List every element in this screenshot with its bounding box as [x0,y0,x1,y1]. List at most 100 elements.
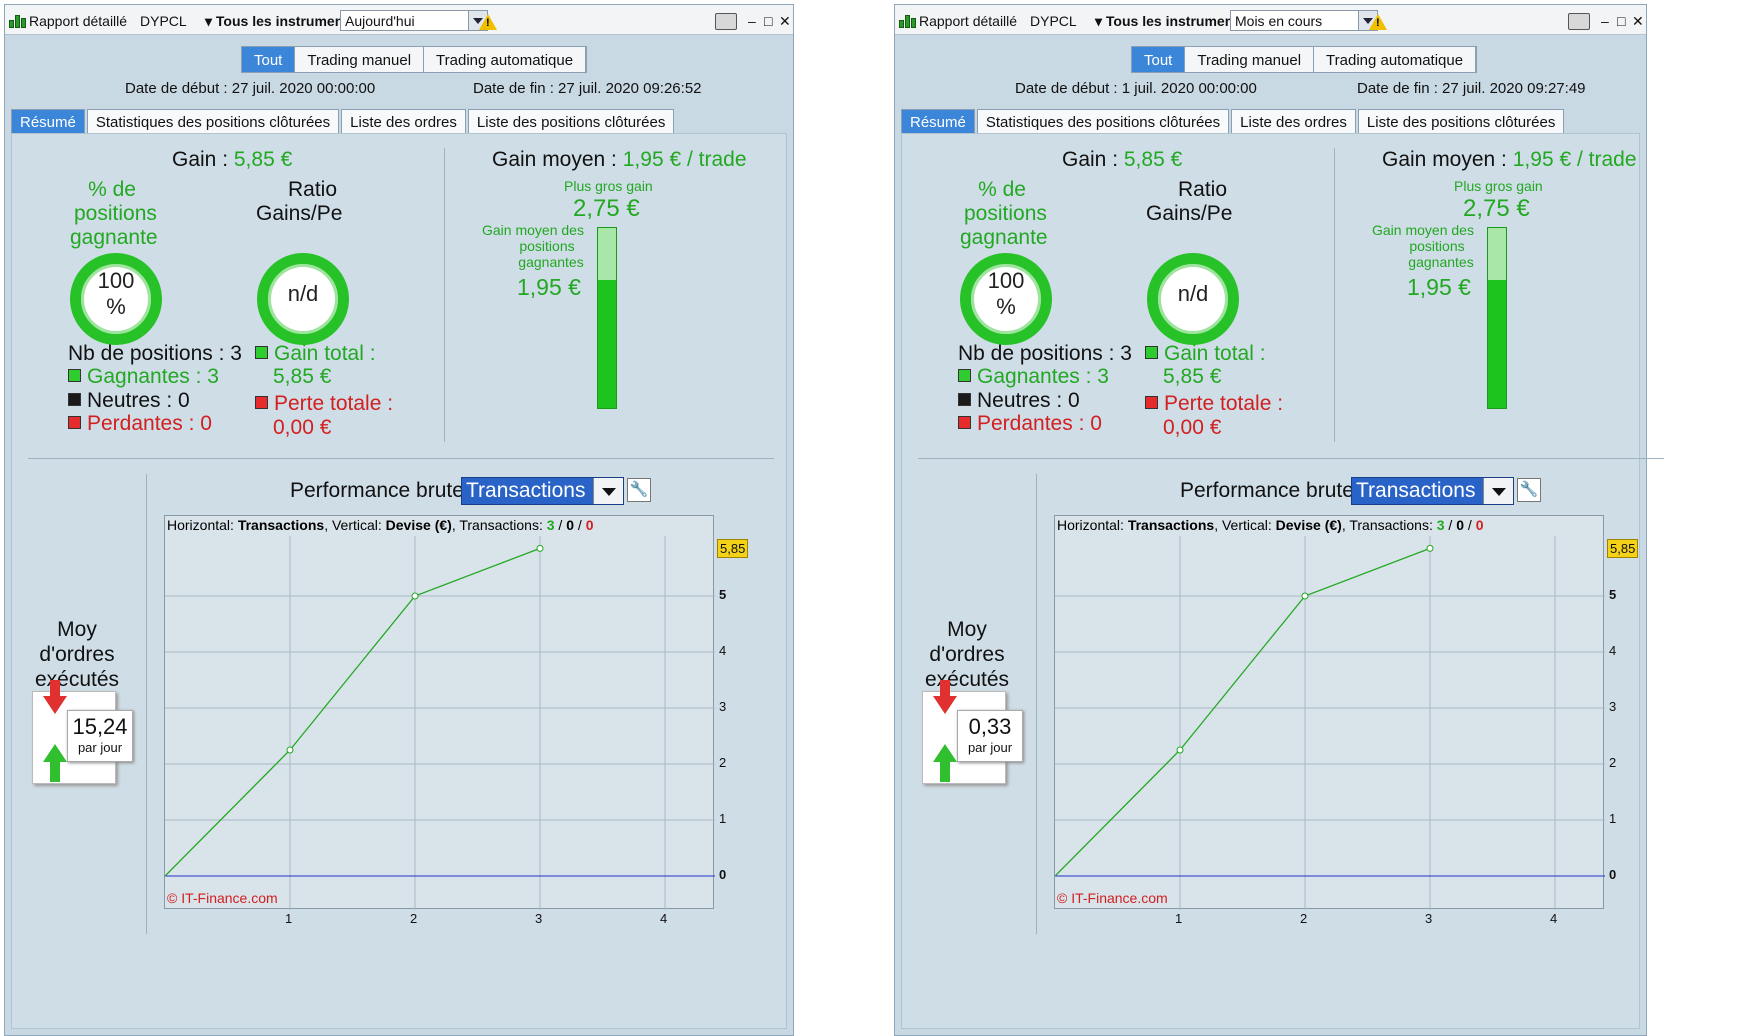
chevron-down-icon[interactable] [593,478,623,504]
gain-total-label: Gain total : [274,342,376,365]
chart-header: Horizontal: Transactions, Vertical: Devi… [1057,517,1483,533]
end-date: Date de fin : 27 juil. 2020 09:27:49 [1357,80,1586,97]
chart-head-4: Devise (€) [385,517,452,533]
symbol-label[interactable]: DYPCL [140,13,187,29]
perf-label: Performance brute [290,479,464,502]
moy-label-2: d'ordres [39,643,115,666]
warning-icon[interactable]: ! [479,14,497,30]
ratio-label-1: Ratio [288,178,338,201]
tab-tout[interactable]: Tout [242,47,296,72]
gain-moyen-pos-3: gagnantes [1408,254,1474,270]
chart-head-neutral: 0 [566,517,575,533]
gain-moyen-summary: Gain moyen : 1,95 € / trade [1382,148,1637,172]
y-tick-label: 1 [1609,811,1617,826]
x-tick-label: 1 [1175,911,1183,926]
chart-head-losing: 0 [585,517,594,533]
chart-head-7: / [1444,517,1457,533]
period-select[interactable]: Mois en cours [1230,10,1378,31]
minimize-icon[interactable]: – [1601,13,1609,29]
ratio-ring: n/d [257,253,349,345]
period-select[interactable]: Aujourd'hui [340,10,488,31]
close-icon[interactable]: ✕ [1632,13,1644,29]
start-date: Date de début : 27 juil. 2020 00:00:00 [125,80,376,97]
printer-icon[interactable] [715,13,737,30]
arrow-down-icon [933,680,957,714]
maximize-icon[interactable]: □ [764,13,773,29]
nb-positions: Nb de positions : 3 [958,342,1132,365]
moy-label-1: Moy [947,618,987,641]
tab-trading-manuel[interactable]: Trading manuel [1185,47,1315,72]
tab-liste-positions[interactable]: Liste des positions clôturées [467,109,675,134]
minimize-icon[interactable]: – [748,13,756,29]
perf-select[interactable]: Transactions [1351,477,1514,505]
performance-chart: Horizontal: Transactions, Vertical: Devi… [164,515,715,910]
orders-per-day-value: 0,33 [968,714,1012,739]
chart-head-4: Devise (€) [1275,517,1342,533]
moy-label-2: d'ordres [929,643,1005,666]
performance-plot [1055,536,1605,910]
maximize-icon[interactable]: □ [1617,13,1626,29]
instruments-dropdown[interactable]: ▾ Tous les instruments [205,13,356,29]
tab-trading-automatique[interactable]: Trading automatique [424,47,587,72]
ratio-ring: n/d [1147,253,1239,345]
section-divider [28,458,774,459]
chart-head-2: Transactions [1127,517,1215,533]
chart-header: Horizontal: Transactions, Vertical: Devi… [167,517,593,533]
start-date: Date de début : 1 juil. 2020 00:00:00 [1015,80,1257,97]
wrench-icon[interactable]: 🔧 [627,478,651,502]
x-tick-label: 2 [1300,911,1308,926]
tab-liste-positions[interactable]: Liste des positions clôturées [1357,109,1565,134]
tab-tout[interactable]: Tout [1132,47,1186,72]
copyright: © IT-Finance.com [1057,890,1168,906]
tab-statistiques[interactable]: Statistiques des positions clôturées [86,109,340,134]
chart-head-5: , Transactions: [451,517,547,533]
moy-label-1: Moy [57,618,97,641]
data-point[interactable] [1301,592,1309,600]
chart-head-1: Horizontal: [167,517,238,533]
instruments-dropdown[interactable]: ▾ Tous les instruments [1095,13,1246,29]
section-divider [918,458,1664,459]
data-point[interactable] [1176,746,1184,754]
tab-liste-ordres[interactable]: Liste des ordres [1231,109,1356,134]
tab-statistiques[interactable]: Statistiques des positions clôturées [976,109,1230,134]
win-rate-ring: 100% [70,253,162,345]
perte-totale-value: 0,00 € [273,416,332,439]
perdantes-row: Perdantes : 0 [958,412,1102,436]
perf-select[interactable]: Transactions [461,477,624,505]
win-rate-ring: 100% [960,253,1052,345]
gain-total-value: 5,85 € [1163,365,1222,388]
chart-bars-icon [9,14,27,28]
ratio-value: n/d [287,281,319,306]
plus-gros-value: 2,75 € [1463,195,1530,222]
data-point[interactable] [286,746,294,754]
data-point[interactable] [536,544,544,552]
data-point[interactable] [1426,544,1434,552]
tab-resume[interactable]: Résumé [11,109,85,134]
printer-icon[interactable] [1568,13,1590,30]
report-panel-left: Rapport détaillé DYPCL ▾ Tous les instru… [4,4,794,1036]
tab-trading-manuel[interactable]: Trading manuel [295,47,425,72]
perdantes: Perdantes : 0 [977,412,1102,435]
warning-icon[interactable]: ! [1369,14,1387,30]
y-tick-label: 5 [719,587,727,602]
gain-moyen-value: 1,95 € / trade [1512,148,1637,171]
tab-trading-automatique[interactable]: Trading automatique [1314,47,1477,72]
win-rate-unit: % [996,294,1016,319]
symbol-label[interactable]: DYPCL [1030,13,1077,29]
pct-label-1: % de [88,178,136,201]
tab-resume[interactable]: Résumé [901,109,975,134]
gain-moyen-label: Gain moyen : [1382,148,1507,171]
data-point[interactable] [411,592,419,600]
tab-liste-ordres[interactable]: Liste des ordres [341,109,466,134]
red-square-icon [68,416,81,429]
period-value: Aujourd'hui [345,13,415,29]
chevron-down-icon[interactable] [1483,478,1513,504]
green-square-icon [958,369,971,382]
gain-gauge [1487,227,1507,409]
report-title: Rapport détaillé [919,13,1018,29]
toolbar: Rapport détaillé DYPCL ▾ Tous les instru… [5,5,793,35]
close-icon[interactable]: ✕ [779,13,791,29]
arrow-down-icon [43,680,67,714]
wrench-icon[interactable]: 🔧 [1517,478,1541,502]
report-window: Rapport détaillé DYPCL ▾ Tous les instru… [4,4,794,1036]
